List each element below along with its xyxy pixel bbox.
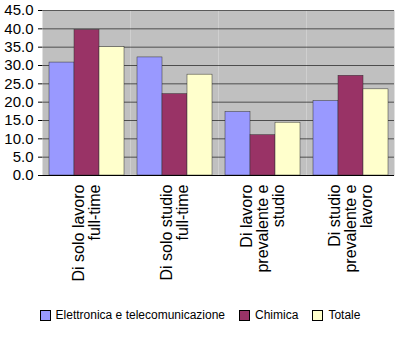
svg-text:Di solo studiofull-time: Di solo studiofull-time	[158, 184, 191, 280]
svg-text:10.0: 10.0	[4, 130, 33, 147]
svg-text:40.0: 40.0	[4, 20, 33, 37]
svg-text:Di solo lavorofull-time: Di solo lavorofull-time	[70, 184, 103, 281]
svg-text:30.0: 30.0	[4, 56, 33, 73]
html-text:Elettronica e telecomunicazion: Elettronica e telecomunicazione	[55, 308, 225, 322]
svg-text:Di studioprevalente elavoro: Di studioprevalente elavoro	[326, 184, 375, 272]
svg-text:5.0: 5.0	[13, 148, 34, 165]
svg-text:0.0: 0.0	[13, 166, 34, 183]
svg-text:20.0: 20.0	[4, 93, 33, 110]
svg-text:15.0: 15.0	[4, 111, 33, 128]
svg-text:25.0: 25.0	[4, 75, 33, 92]
svg-text:45.0: 45.0	[4, 1, 33, 18]
html-text:Chimica: Chimica	[255, 308, 299, 322]
html-text:Totale: Totale	[328, 308, 361, 322]
svg-text:35.0: 35.0	[4, 38, 33, 55]
svg-text:Di lavoroprevalente estudio: Di lavoroprevalente estudio	[238, 184, 287, 272]
